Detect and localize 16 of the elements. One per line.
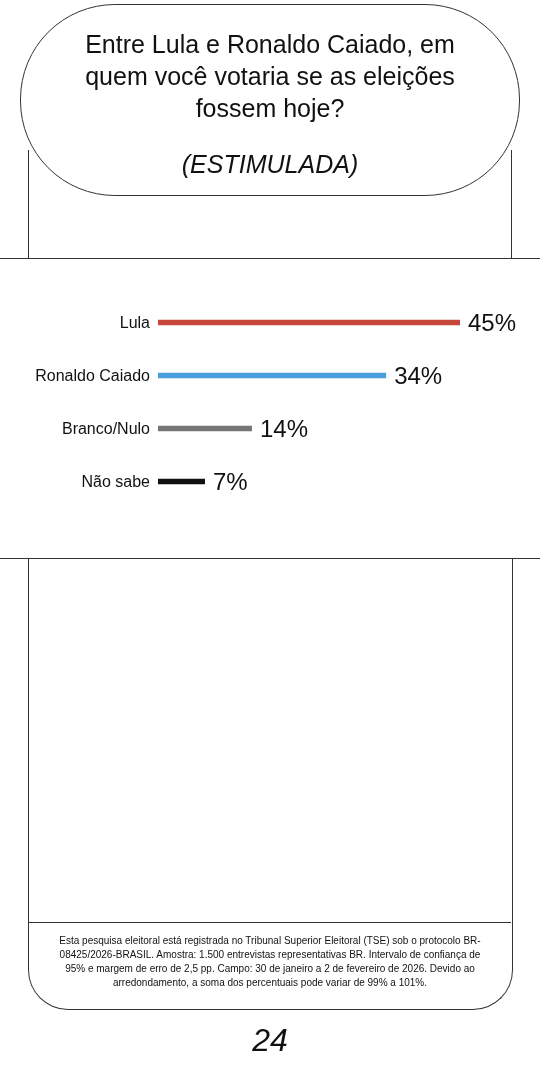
data-label: 14% [259, 415, 308, 443]
bar [158, 425, 252, 432]
bar [158, 478, 205, 485]
y-tick-label: Lula [119, 314, 151, 332]
chart-subtitle: (ESTIMULADA) [180, 150, 360, 179]
chart-title: Entre Lula e Ronaldo Caiado, em quem você votaria se as eleições fossem hoje? [84, 29, 456, 124]
bar [158, 319, 460, 326]
y-tick-label: Ronaldo Caiado [35, 367, 151, 385]
data-label: 45% [468, 309, 517, 337]
y-tick-label: Não sabe [81, 473, 151, 491]
y-tick-label: Branco/Nulo [61, 420, 151, 438]
text: Esta pesquisa eleitoral está registrada no Tribunal Superior Eleitoral (TSE) sob o protocolo BR-08425/2026-BRASIL. Amostra: 1.500 entrevistas representativas BR. Intervalo de confiança de 95% e margem de erro de 2,5 pp. Campo: 30 de janeiro a 2 de fevereiro de 2026. Devido ao arredondamento, a soma dos percentuais pode variar de 99% a 101%. [58, 934, 482, 990]
data-label: 7% [212, 468, 248, 496]
data-label: 34% [394, 362, 443, 390]
bar [158, 372, 387, 379]
text: 24 [251, 1022, 289, 1059]
